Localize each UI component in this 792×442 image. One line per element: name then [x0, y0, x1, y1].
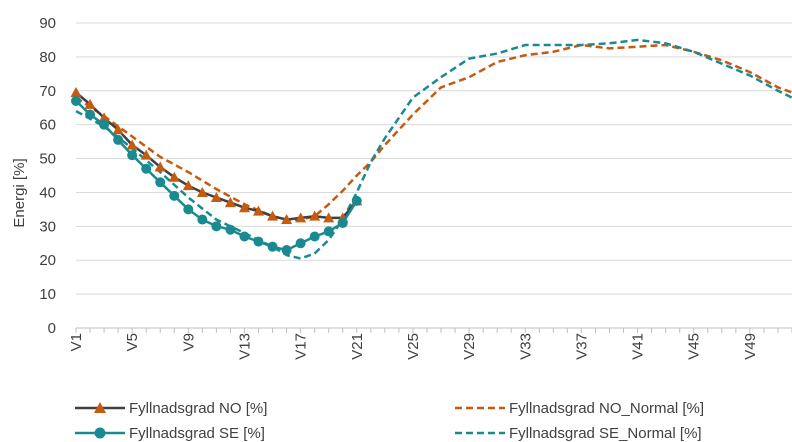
data-point: [197, 214, 208, 225]
y-tick-label: 50: [39, 151, 56, 168]
data-point: [309, 231, 320, 242]
data-point: [351, 195, 362, 206]
series-line: [75, 38, 792, 260]
legend: Fyllnadsgrad NO [%] Fyllnadsgrad SE [%] Fy…: [75, 400, 704, 442]
y-tick-label: 20: [39, 252, 56, 269]
data-point: [98, 112, 110, 123]
data-point: [238, 202, 250, 213]
series-0: [70, 86, 363, 225]
legend-label: Fyllnadsgrad SE_Normal [%]: [509, 425, 702, 442]
data-point: [71, 95, 81, 106]
data-point: [225, 224, 236, 235]
x-tick-label: V9: [180, 333, 197, 351]
data-point: [126, 139, 138, 150]
data-point: [224, 197, 236, 208]
y-tick-label: 90: [39, 15, 56, 32]
y-tick-label: 60: [39, 117, 56, 134]
data-point: [295, 212, 307, 223]
y-tick-label: 0: [48, 320, 56, 337]
data-point: [253, 205, 265, 216]
data-point: [155, 177, 166, 188]
series-2: [75, 43, 792, 221]
legend-label: Fyllnadsgrad SE [%]: [129, 425, 265, 442]
data-point: [70, 86, 82, 97]
x-tick-label: V41: [630, 333, 647, 360]
data-point: [99, 119, 110, 130]
series-line: [75, 43, 792, 221]
data-point: [295, 238, 306, 249]
data-point: [169, 190, 180, 201]
data-point: [141, 163, 152, 174]
y-tick-label: 10: [39, 286, 56, 303]
x-tick-label: V45: [686, 333, 703, 360]
data-point: [210, 192, 222, 203]
data-point: [267, 241, 278, 252]
data-point: [196, 186, 208, 197]
x-tick-label: V1: [68, 333, 85, 351]
legend-item: Fyllnadsgrad SE [%]: [75, 425, 265, 442]
series-3: [75, 38, 792, 260]
data-point: [112, 124, 124, 135]
data-point: [182, 180, 194, 191]
x-tick-label: V21: [349, 333, 366, 360]
x-tick-label: V17: [293, 333, 310, 360]
y-tick-label: 40: [39, 184, 56, 201]
series-layer: [70, 38, 792, 260]
legend-marker: [94, 402, 106, 413]
x-tick-label: V5: [124, 333, 141, 351]
legend-item: Fyllnadsgrad NO_Normal [%]: [455, 400, 704, 417]
data-point: [168, 171, 180, 182]
legend-label: Fyllnadsgrad NO_Normal [%]: [509, 400, 704, 417]
legend-marker: [94, 427, 106, 439]
data-point: [253, 236, 264, 247]
legend-item: Fyllnadsgrad NO [%]: [75, 400, 267, 417]
data-point: [183, 204, 194, 215]
data-point: [267, 210, 279, 221]
legend-item: Fyllnadsgrad SE_Normal [%]: [455, 425, 702, 442]
data-point: [113, 134, 124, 145]
data-point: [154, 161, 166, 172]
x-tick-label: V29: [461, 333, 478, 360]
y-tick-label: 70: [39, 83, 56, 100]
legend-label: Fyllnadsgrad NO [%]: [129, 400, 267, 417]
x-tick-label: V37: [573, 333, 590, 360]
data-point: [323, 226, 334, 237]
data-point: [337, 217, 348, 228]
y-tick-label: 30: [39, 218, 56, 235]
data-point: [211, 221, 222, 232]
data-point: [140, 149, 152, 160]
data-point: [85, 109, 96, 120]
x-tick-label: V25: [405, 333, 422, 360]
y-axis: 0 10 20 30 40 50 60 70 80 90: [39, 15, 56, 337]
data-point: [127, 150, 138, 161]
x-tick-label: V13: [236, 333, 253, 360]
data-point: [281, 214, 293, 225]
y-axis-title: Energi [%]: [11, 158, 28, 227]
x-axis: V1 V5 V9 V13 V17 V21 V25 V29 V33 V37 V41 V45 V49: [68, 327, 792, 360]
y-tick-label: 80: [39, 49, 56, 66]
data-point: [84, 98, 96, 109]
x-tick-label: V49: [742, 333, 759, 360]
data-point: [309, 210, 321, 221]
x-tick-label: V33: [517, 333, 534, 360]
gridlines: [76, 22, 792, 295]
data-point: [281, 245, 292, 256]
series-1: [71, 95, 362, 256]
data-point: [239, 231, 250, 242]
data-point: [323, 212, 335, 223]
